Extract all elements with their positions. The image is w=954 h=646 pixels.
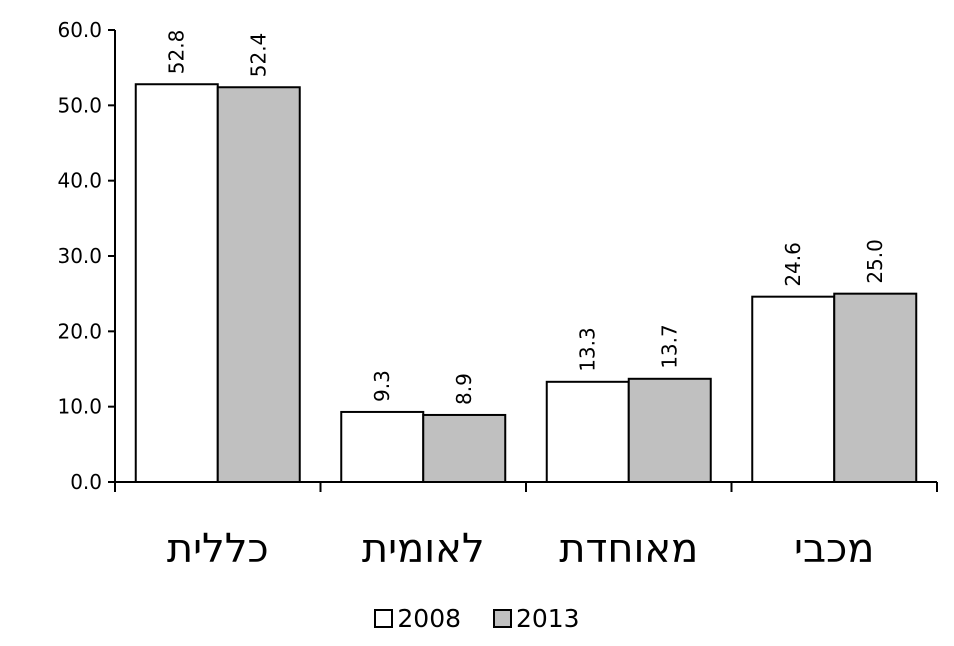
- legend-item-2008: 2008: [374, 604, 461, 633]
- legend-item-2013: 2013: [492, 604, 580, 633]
- value-label-2013-1: 8.9: [452, 373, 476, 405]
- value-labels: 52.8 52.4 9.3 8.9 13.3 13.7 24.6 25.0: [165, 30, 888, 405]
- value-label-2008-2: 13.3: [576, 327, 600, 372]
- category-label-2: מאוחדת: [559, 526, 698, 572]
- legend-label-2013: 2013: [515, 604, 580, 633]
- value-label-2008-3: 24.6: [781, 242, 805, 287]
- bar-2013-1: [422, 413, 507, 484]
- legend-swatch-2008: [374, 609, 394, 628]
- y-tick-label: 50.0: [57, 93, 102, 117]
- bar-2008-1: [340, 410, 425, 483]
- legend: 2008 2013: [0, 604, 954, 634]
- bar-2008-3: [751, 295, 836, 483]
- value-label-2013-3: 25.0: [863, 239, 887, 284]
- bar-2013-0: [216, 86, 301, 484]
- value-label-2008-1: 9.3: [370, 370, 394, 402]
- y-tick-label: 0.0: [70, 470, 102, 494]
- bars: [134, 83, 918, 484]
- y-tick-label: 60.0: [57, 18, 102, 42]
- category-label-3: מכבי: [794, 526, 874, 572]
- bar-2008-0: [134, 83, 219, 484]
- y-axis: 0.0 10.0 20.0 30.0 40.0 50.0 60.0: [57, 18, 116, 494]
- x-axis: כללית לאומית מאוחדת מכבי: [114, 481, 938, 572]
- value-label-2013-2: 13.7: [658, 324, 682, 369]
- bar-2013-3: [833, 292, 918, 483]
- y-tick-label: 20.0: [57, 319, 102, 343]
- y-tick-label: 40.0: [57, 169, 102, 193]
- y-tick-label: 10.0: [57, 395, 102, 419]
- category-label-0: כללית: [167, 526, 269, 572]
- bar-2008-2: [545, 380, 630, 484]
- value-label-2008-0: 52.8: [165, 30, 189, 75]
- bar-2013-2: [627, 377, 712, 483]
- category-label-1: לאומית: [362, 526, 485, 572]
- value-label-2013-0: 52.4: [247, 33, 271, 78]
- y-tick-label: 30.0: [57, 244, 102, 268]
- legend-label-2008: 2008: [397, 604, 462, 633]
- legend-swatch-2013: [492, 609, 512, 628]
